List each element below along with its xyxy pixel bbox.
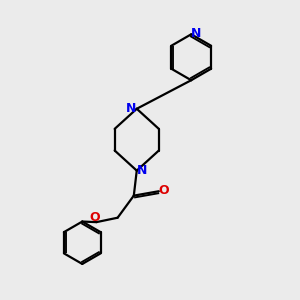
Text: O: O xyxy=(158,184,169,197)
Text: N: N xyxy=(137,164,147,177)
Text: N: N xyxy=(190,27,201,40)
Text: N: N xyxy=(126,102,136,115)
Text: O: O xyxy=(90,211,100,224)
